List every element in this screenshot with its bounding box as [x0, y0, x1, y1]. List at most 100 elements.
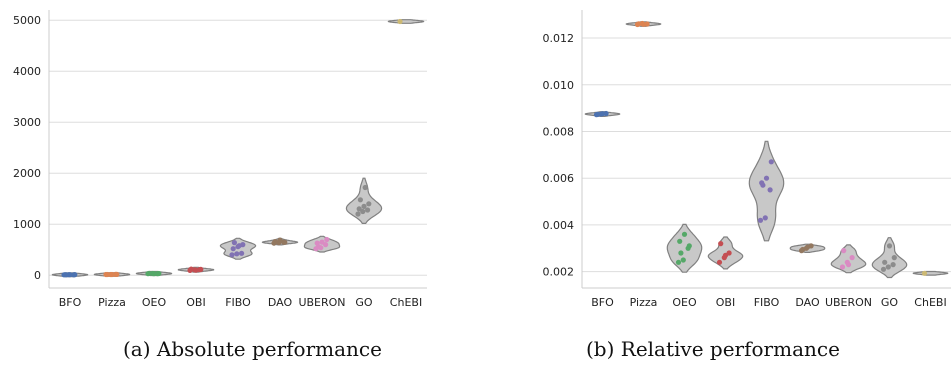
- data-point-dao: [800, 246, 806, 253]
- data-point-pizza: [114, 271, 120, 277]
- x-tick-label: UBERON: [298, 296, 345, 309]
- data-point-pizza: [636, 21, 642, 27]
- violin-oeo: [666, 223, 703, 273]
- data-point-obi: [722, 252, 729, 258]
- data-point-fibo: [230, 246, 236, 252]
- y-tick-label: 0: [34, 269, 41, 282]
- data-point-go: [355, 211, 361, 217]
- x-tick-label: BFO: [59, 296, 82, 309]
- data-point-dao: [272, 239, 278, 245]
- data-point-go: [885, 264, 891, 270]
- data-point-go: [365, 207, 371, 213]
- data-point-fibo: [760, 182, 766, 188]
- caption-absolute: (a) Absolute performance: [123, 337, 382, 361]
- data-point-uberon: [849, 255, 855, 261]
- x-tick-label: ChEBI: [914, 296, 946, 309]
- data-point-uberon: [839, 264, 846, 270]
- y-tick-label: 3000: [13, 116, 41, 129]
- x-tick-label: FIBO: [225, 296, 251, 309]
- data-point-obi: [193, 267, 199, 273]
- violin-chebi: [387, 19, 425, 24]
- data-point-fibo: [768, 159, 774, 165]
- data-point-oeo: [675, 259, 682, 265]
- data-point-oeo: [686, 243, 692, 249]
- data-point-go: [356, 206, 362, 212]
- y-tick-label: 0.012: [543, 32, 575, 45]
- x-tick-label: ChEBI: [390, 296, 422, 309]
- data-point-fibo: [762, 215, 768, 221]
- data-point-go: [882, 259, 888, 265]
- data-point-fibo: [767, 187, 773, 193]
- x-tick-label: GO: [355, 296, 373, 309]
- data-point-bfo: [599, 111, 606, 117]
- data-point-oeo: [146, 270, 152, 276]
- data-point-oeo: [681, 231, 688, 237]
- data-point-chebi: [921, 270, 928, 276]
- x-tick-label: OBI: [716, 296, 735, 309]
- data-point-go: [357, 197, 363, 203]
- y-tick-label: 5000: [13, 14, 41, 27]
- data-point-fibo: [239, 250, 245, 256]
- data-point-oeo: [678, 250, 684, 256]
- data-point-go: [362, 184, 368, 191]
- data-point-fibo: [229, 252, 235, 258]
- x-tick-label: OEO: [142, 296, 167, 309]
- y-tick-label: 1000: [13, 218, 41, 231]
- data-point-go: [366, 201, 372, 207]
- x-tick-label: OBI: [186, 296, 205, 309]
- data-point-fibo: [757, 217, 764, 223]
- data-point-obi: [716, 259, 723, 265]
- caption-relative: (b) Relative performance: [586, 337, 840, 361]
- x-tick-label: OEO: [672, 296, 697, 309]
- data-point-go: [886, 243, 893, 249]
- data-point-uberon: [324, 236, 330, 243]
- data-point-chebi: [397, 18, 403, 25]
- x-tick-label: DAO: [795, 296, 820, 309]
- data-point-oeo: [680, 257, 686, 263]
- y-tick-label: 0.004: [543, 219, 575, 232]
- y-tick-label: 0.008: [543, 125, 575, 138]
- violin-chebi: [912, 270, 949, 276]
- y-tick-label: 4000: [13, 65, 41, 78]
- data-point-oeo: [677, 238, 683, 244]
- data-point-uberon: [845, 262, 852, 268]
- chart-relative: 0.002 0.004 0.006 0.008 0.010 0.012 BFO Pizza OE…: [543, 10, 951, 309]
- data-point-go: [880, 266, 887, 272]
- x-tick-label: Pizza: [630, 296, 658, 309]
- data-point-dao: [277, 237, 283, 243]
- y-tick-label: 0.010: [543, 79, 575, 92]
- data-point-go: [361, 203, 367, 209]
- data-point-pizza: [104, 271, 110, 278]
- data-point-uberon: [319, 239, 325, 245]
- x-tick-label: FIBO: [754, 296, 780, 309]
- data-point-bfo: [63, 272, 69, 278]
- y-tick-label: 2000: [13, 167, 41, 180]
- data-point-obi: [718, 241, 724, 247]
- data-point-oeo: [156, 270, 162, 277]
- data-point-fibo: [763, 175, 770, 181]
- data-point-go: [890, 262, 896, 268]
- x-tick-label: DAO: [268, 296, 293, 309]
- violin-fibo: [748, 140, 785, 242]
- data-point-dao: [282, 239, 288, 245]
- data-point-pizza: [640, 21, 647, 27]
- data-point-bfo: [72, 272, 78, 278]
- data-point-obi: [188, 266, 194, 272]
- violin-go: [871, 237, 908, 279]
- data-point-oeo: [151, 271, 157, 277]
- data-point-fibo: [236, 243, 242, 249]
- data-point-uberon: [315, 244, 321, 250]
- x-tick-label: UBERON: [825, 296, 872, 309]
- x-tick-label: Pizza: [98, 296, 126, 309]
- data-point-pizza: [109, 271, 115, 278]
- x-tick-label: GO: [881, 296, 899, 309]
- chart-absolute: 0 1000 2000 3000 4000 5000 BFO Pizza OEO OBI FIBO D…: [13, 10, 427, 309]
- y-tick-label: 0.006: [543, 172, 575, 185]
- x-tick-label: BFO: [591, 296, 614, 309]
- data-point-fibo: [234, 251, 240, 257]
- violin-uberon: [830, 244, 867, 274]
- data-point-go: [360, 208, 366, 215]
- data-point-uberon: [841, 248, 847, 254]
- data-point-go: [891, 255, 897, 261]
